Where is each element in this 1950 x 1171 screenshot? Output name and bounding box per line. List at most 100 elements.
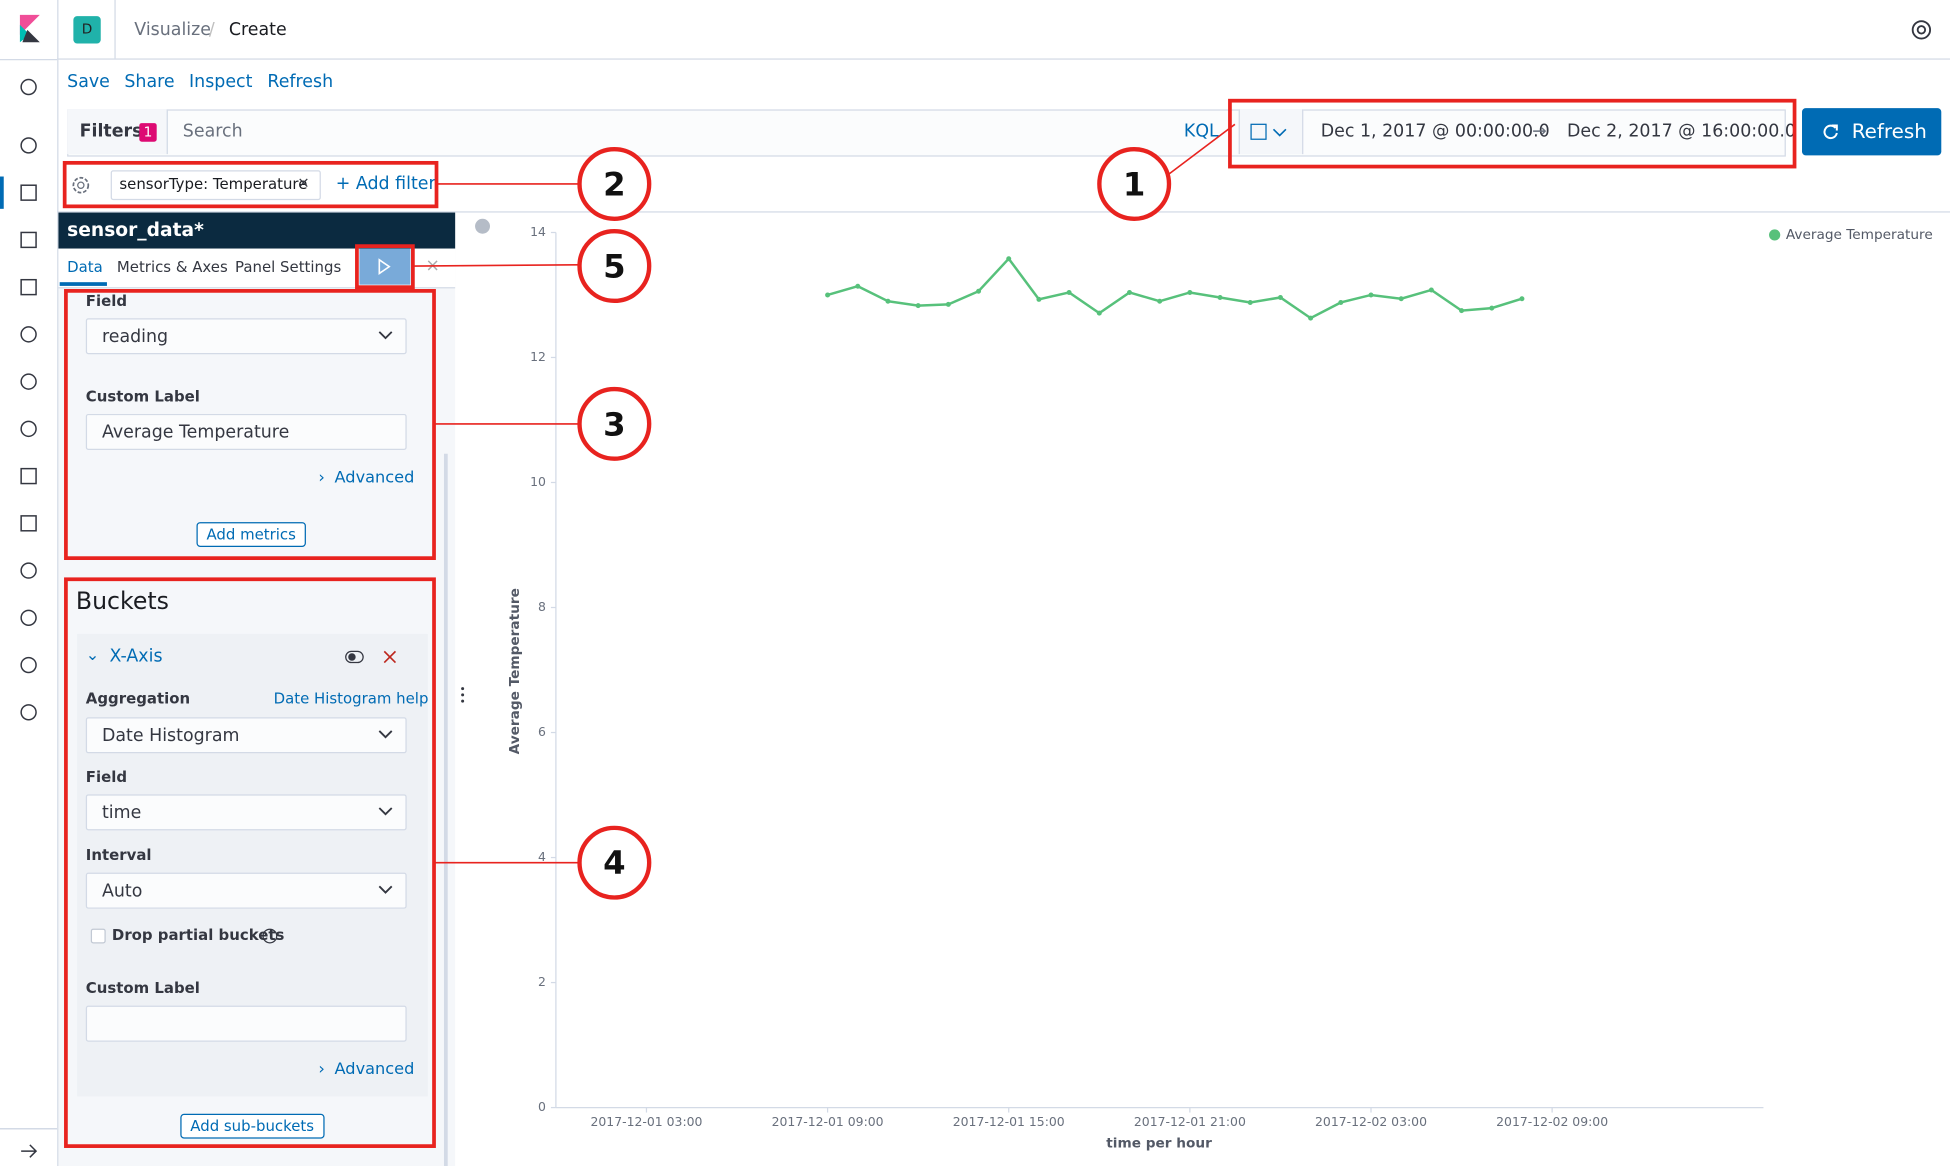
apply-button[interactable] xyxy=(359,248,411,285)
point xyxy=(1096,310,1102,316)
callout-number: 5 xyxy=(603,248,625,286)
point xyxy=(1459,308,1465,314)
buckets-title: Buckets xyxy=(75,587,169,616)
point xyxy=(1126,289,1132,295)
text-input[interactable] xyxy=(85,1005,407,1042)
callout-number: 3 xyxy=(603,405,625,443)
point xyxy=(1489,305,1495,311)
select-value: Date Histogram xyxy=(101,725,240,746)
info-icon[interactable] xyxy=(261,927,278,944)
bucket-controls[interactable] xyxy=(344,649,406,666)
y-tick-label: 6 xyxy=(538,724,546,739)
field-label: Field xyxy=(85,768,128,786)
point xyxy=(1006,256,1012,262)
help-icon[interactable] xyxy=(1910,19,1932,41)
refresh-button[interactable]: Refresh xyxy=(1802,108,1942,156)
point xyxy=(1066,289,1072,295)
y-tick-label: 12 xyxy=(530,349,546,364)
query-bar xyxy=(67,109,1786,157)
checkbox-label: Drop partial buckets xyxy=(111,926,285,944)
callout-boxes xyxy=(62,98,1797,1148)
advanced-toggle[interactable]: › xyxy=(318,468,325,488)
refresh-label: Refresh xyxy=(1851,119,1927,143)
filter-text: sensorType: Temperature xyxy=(119,175,308,193)
select[interactable]: Auto xyxy=(85,872,407,909)
x-tick-label: 2017-12-01 15:00 xyxy=(953,1114,1065,1129)
select-value: Auto xyxy=(101,881,143,902)
select[interactable]: time xyxy=(85,794,407,831)
tab[interactable]: Metrics & Axes xyxy=(116,258,228,276)
aggregation-label: Aggregation xyxy=(85,689,191,708)
legend-swatch xyxy=(1769,229,1781,241)
callout-number: 1 xyxy=(1123,165,1145,203)
line xyxy=(827,256,1523,320)
menu-item[interactable]: Refresh xyxy=(267,72,334,92)
text-input[interactable]: Average Temperature xyxy=(85,413,407,450)
point xyxy=(976,288,982,294)
point xyxy=(945,301,951,307)
advanced-toggle[interactable]: Advanced xyxy=(334,468,415,488)
select[interactable]: Date Histogram xyxy=(85,717,407,754)
filter-pill[interactable] xyxy=(110,170,321,201)
divider xyxy=(57,211,1950,213)
x-tick-label: 2017-12-01 03:00 xyxy=(590,1114,702,1129)
point xyxy=(1519,296,1525,302)
y-tick-label: 10 xyxy=(530,474,546,489)
interval-label: Interval xyxy=(85,846,152,864)
nav-icons xyxy=(0,14,58,1158)
callout-lines xyxy=(414,123,1236,864)
custom-label-label: Custom Label xyxy=(85,979,200,997)
point xyxy=(1428,287,1434,293)
x-tick-label: 2017-12-02 09:00 xyxy=(1496,1114,1608,1129)
breadcrumb[interactable]: Visualize xyxy=(134,19,211,40)
select[interactable]: reading xyxy=(85,318,407,355)
add-filter[interactable]: + Add filter xyxy=(335,174,436,194)
tab[interactable]: Data xyxy=(67,258,103,276)
point xyxy=(1247,299,1253,305)
space-avatar[interactable]: D xyxy=(73,16,101,44)
add-metrics[interactable]: Add metrics xyxy=(196,522,306,547)
y-tick-label: 4 xyxy=(538,849,546,864)
point xyxy=(1187,289,1193,295)
resize-handle[interactable] xyxy=(455,213,505,1166)
menu-item[interactable]: Save xyxy=(67,72,110,92)
add-sub-buckets[interactable]: Add sub-buckets xyxy=(180,1113,325,1139)
menu-item[interactable]: Share xyxy=(124,72,175,92)
quick-menu[interactable] xyxy=(1238,109,1304,155)
end-date[interactable]: Dec 2, 2017 @ 16:00:00.0 xyxy=(1566,121,1796,142)
field-label: Field xyxy=(85,292,128,310)
input-value: Average Temperature xyxy=(101,422,290,443)
breadcrumb: Create xyxy=(228,19,287,40)
help-link[interactable]: Date Histogram help xyxy=(273,689,429,708)
bucket-name[interactable]: X-Axis xyxy=(109,646,163,667)
custom-label-label: Custom Label xyxy=(85,387,200,406)
advanced-toggle[interactable]: › xyxy=(318,1060,325,1079)
point xyxy=(825,292,831,298)
start-date[interactable]: Dec 1, 2017 @ 00:00:00.0 xyxy=(1320,121,1550,142)
tab-indicator xyxy=(59,282,107,286)
x-axis-title: time per hour xyxy=(1106,1136,1212,1152)
tab[interactable]: Panel Settings xyxy=(235,258,342,276)
y-tick-label: 14 xyxy=(530,224,546,239)
point xyxy=(1157,298,1163,304)
menu-item[interactable]: Inspect xyxy=(189,72,253,92)
scrollbar xyxy=(443,453,448,1166)
breadcrumb-sep: / xyxy=(208,19,215,40)
y-axis-title: Average Temperature xyxy=(507,588,523,754)
point xyxy=(1368,292,1374,298)
checkbox[interactable] xyxy=(90,928,106,944)
x-tick-label: 2017-12-01 21:00 xyxy=(1134,1114,1246,1129)
collapse[interactable]: ⌄ xyxy=(85,646,100,666)
point xyxy=(1308,315,1314,321)
index-name: sensor_data* xyxy=(67,218,204,242)
point xyxy=(1036,296,1042,302)
filter-remove[interactable]: × xyxy=(297,174,310,192)
advanced-toggle[interactable]: Advanced xyxy=(334,1060,415,1079)
legend-label: Average Temperature xyxy=(1786,227,1933,243)
search-input[interactable]: Search xyxy=(182,121,243,142)
query-language[interactable]: KQL xyxy=(1183,121,1219,142)
settings-icon[interactable] xyxy=(70,174,92,196)
point xyxy=(855,283,861,289)
